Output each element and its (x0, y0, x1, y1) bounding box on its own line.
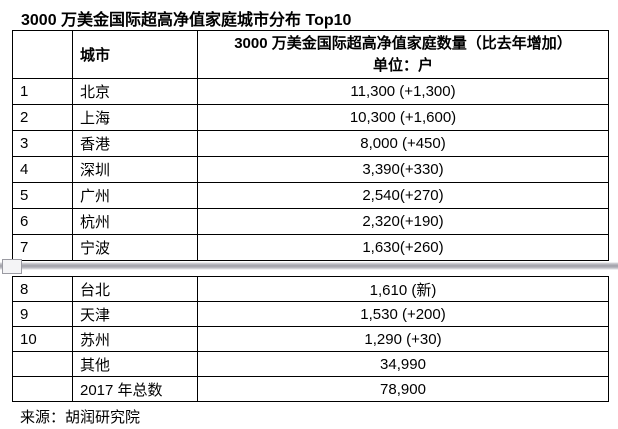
page-title: 3000 万美金国际超高净值家庭城市分布 Top10 (21, 12, 352, 29)
table-row: 5 广州 2,540(+270) (12, 182, 609, 209)
value-header-line2: 单位：户 (372, 56, 433, 74)
value-cell: 34,990 (197, 351, 609, 377)
value-header-line1: 3000 万美金国际超高净值家庭数量（比去年增加） (234, 34, 572, 52)
value-header-cell: 3000 万美金国际超高净值家庭数量（比去年增加） 单位：户 (197, 30, 609, 79)
source-note: 来源：胡润研究院 (20, 409, 141, 426)
rank-cell: 3 (12, 130, 73, 157)
city-cell: 2017 年总数 (72, 376, 198, 402)
value-cell: 11,300 (+1,300) (197, 78, 609, 105)
table-row: 10 苏州 1,290 (+30) (12, 326, 609, 352)
table-row: 6 杭州 2,320(+190) (12, 208, 609, 235)
rank-cell: 10 (12, 326, 73, 352)
rank-header-cell (12, 30, 73, 79)
table-row: 8 台北 1,610 (新) (12, 276, 609, 302)
rank-cell: 5 (12, 182, 73, 209)
city-cell: 香港 (72, 130, 198, 157)
rank-cell (12, 351, 73, 377)
value-cell: 1,530 (+200) (197, 301, 609, 327)
table-row: 7 宁波 1,630(+260) (12, 234, 609, 261)
value-cell: 1,610 (新) (197, 276, 609, 302)
rank-cell: 7 (12, 234, 73, 261)
table-row: 2 上海 10,300 (+1,600) (12, 104, 609, 131)
rank-cell (12, 376, 73, 402)
table-row: 2017 年总数 78,900 (12, 376, 609, 402)
table-header-row: 城市 3000 万美金国际超高净值家庭数量（比去年增加） 单位：户 (12, 30, 609, 79)
city-cell: 北京 (72, 78, 198, 105)
rank-cell: 2 (12, 104, 73, 131)
table-row: 9 天津 1,530 (+200) (12, 301, 609, 327)
value-cell: 3,390(+330) (197, 156, 609, 183)
city-cell: 台北 (72, 276, 198, 302)
city-cell: 上海 (72, 104, 198, 131)
rank-cell: 4 (12, 156, 73, 183)
city-header-cell: 城市 (72, 30, 198, 79)
table-row: 其他 34,990 (12, 351, 609, 377)
value-cell: 1,630(+260) (197, 234, 609, 261)
value-cell: 8,000 (+450) (197, 130, 609, 157)
page-break-seam (0, 262, 618, 270)
table-row: 3 香港 8,000 (+450) (12, 130, 609, 157)
city-cell: 宁波 (72, 234, 198, 261)
city-cell: 天津 (72, 301, 198, 327)
rank-cell: 6 (12, 208, 73, 235)
value-cell: 2,540(+270) (197, 182, 609, 209)
table-row: 4 深圳 3,390(+330) (12, 156, 609, 183)
value-cell: 2,320(+190) (197, 208, 609, 235)
rank-cell: 1 (12, 78, 73, 105)
unhw-city-table-part1: 城市 3000 万美金国际超高净值家庭数量（比去年增加） 单位：户 1 北京 1… (12, 30, 609, 261)
value-cell: 10,300 (+1,600) (197, 104, 609, 131)
unhw-city-table-part2: 8 台北 1,610 (新) 9 天津 1,530 (+200) 10 苏州 1… (12, 276, 609, 402)
city-cell: 广州 (72, 182, 198, 209)
value-cell: 1,290 (+30) (197, 326, 609, 352)
rank-cell: 9 (12, 301, 73, 327)
table-row: 1 北京 11,300 (+1,300) (12, 78, 609, 105)
page-break-handle (2, 259, 22, 274)
city-cell: 深圳 (72, 156, 198, 183)
city-cell: 其他 (72, 351, 198, 377)
rank-cell: 8 (12, 276, 73, 302)
value-cell: 78,900 (197, 376, 609, 402)
city-cell: 苏州 (72, 326, 198, 352)
city-cell: 杭州 (72, 208, 198, 235)
